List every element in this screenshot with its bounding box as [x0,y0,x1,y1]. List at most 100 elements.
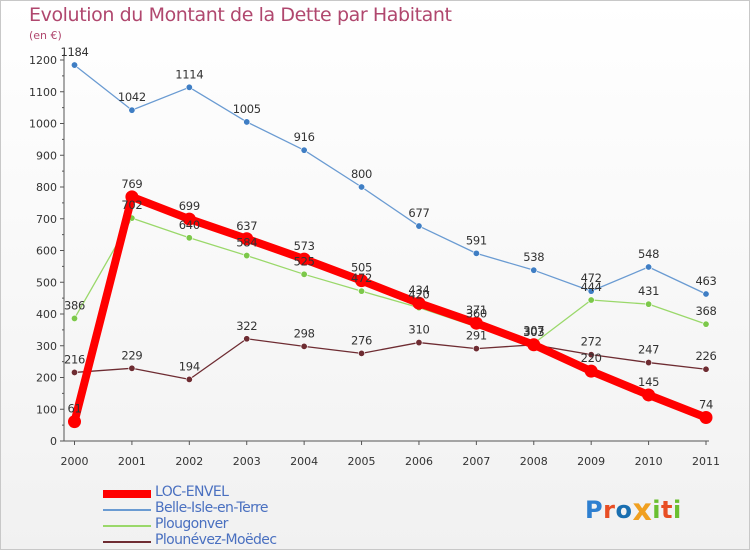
data-point [128,364,136,372]
data-point [415,222,423,230]
data-label: 145 [638,375,659,389]
y-tick-label: 400 [36,308,57,321]
legend-label: Belle-Isle-en-Terre [155,500,268,516]
data-label: 769 [121,177,142,191]
data-label: 800 [351,167,372,181]
x-tick-label: 2010 [635,455,663,468]
x-tick-label: 2007 [462,455,490,468]
data-label: 677 [408,206,429,220]
data-label: 371 [466,303,487,317]
data-point [645,300,653,308]
y-tick-label: 1200 [29,54,57,67]
chart-axes: 0 100 200 300 400 500 600 700 800 900 1000 1100 1200… [29,54,720,468]
data-label: 573 [294,239,315,253]
data-label: 584 [236,236,257,250]
legend-swatch [103,541,151,543]
series-line [73,338,707,381]
data-label: 1042 [118,90,146,104]
data-point [530,266,538,274]
y-tick-label: 800 [36,181,57,194]
data-point [68,415,81,429]
data-label: 307 [523,324,544,338]
chart-title: Evolution du Montant de la Dette par Hab… [29,4,452,26]
data-point [645,359,653,367]
data-label: 431 [638,284,659,298]
data-point [125,190,139,204]
data-label: 640 [179,218,200,232]
data-point [472,249,480,257]
data-label: 386 [64,298,85,312]
chart-series [68,61,713,429]
data-point [243,252,251,260]
legend-swatch [103,509,151,511]
x-tick-label: 2003 [233,455,261,468]
data-label: 434 [408,283,429,297]
data-point [358,349,366,357]
data-label: 463 [695,274,716,288]
y-tick-label: 500 [36,276,57,289]
data-label: 420 [408,288,429,302]
data-point [297,252,311,266]
data-point [415,339,423,347]
data-point [185,83,193,91]
data-point [469,316,483,330]
series-line [73,217,707,345]
data-label: 1005 [233,102,261,116]
data-point [243,118,251,126]
data-point [702,290,710,298]
data-label: 472 [351,271,372,285]
data-label: 298 [294,326,315,340]
series-line [73,64,707,295]
data-label: 310 [408,323,429,337]
data-label: 505 [351,261,372,275]
data-label: 525 [294,254,315,268]
legend-swatch [103,525,151,527]
data-point [645,263,653,271]
x-tick-label: 2009 [577,455,605,468]
data-point [699,411,713,425]
data-point [300,342,308,350]
data-point [702,320,710,328]
x-tick-label: 2008 [520,455,548,468]
y-tick-label: 1000 [29,118,57,131]
x-tick-label: 2001 [118,455,146,468]
data-point [355,274,369,288]
data-label: 699 [179,199,200,213]
data-point [300,270,308,278]
data-label: 538 [523,250,544,264]
data-label: 220 [581,351,602,365]
data-point [584,364,598,378]
data-label: 303 [523,325,544,339]
data-point [527,338,541,352]
x-tick-label: 2005 [348,455,376,468]
data-label: 1184 [60,45,88,59]
legend-label: LOC-ENVEL [155,484,229,500]
data-point [71,314,79,322]
data-point [128,106,136,114]
y-tick-label: 300 [36,340,57,353]
data-label: 303 [523,325,544,339]
data-label: 216 [64,352,85,366]
data-label: 272 [581,335,602,349]
data-label: 247 [638,343,659,357]
data-label: 322 [236,319,257,333]
x-tick-label: 2004 [290,455,318,468]
data-label: 916 [294,130,315,144]
data-label: 548 [638,247,659,261]
data-point [358,183,366,191]
y-axis-unit-label: (en €) [29,29,62,42]
proxiti-logo: Proxiti [585,491,682,528]
y-tick-label: 200 [36,372,57,385]
logo-letter: r [603,496,616,524]
data-point [240,232,254,246]
data-label: 637 [236,219,257,233]
data-label: 276 [351,333,372,347]
data-point [472,345,480,353]
data-label: 368 [695,304,716,318]
logo-letter: i [673,496,682,524]
data-label: 74 [699,398,713,412]
legend-label: Plougonver [155,516,228,532]
y-tick-label: 900 [36,149,57,162]
y-tick-label: 600 [36,245,57,258]
